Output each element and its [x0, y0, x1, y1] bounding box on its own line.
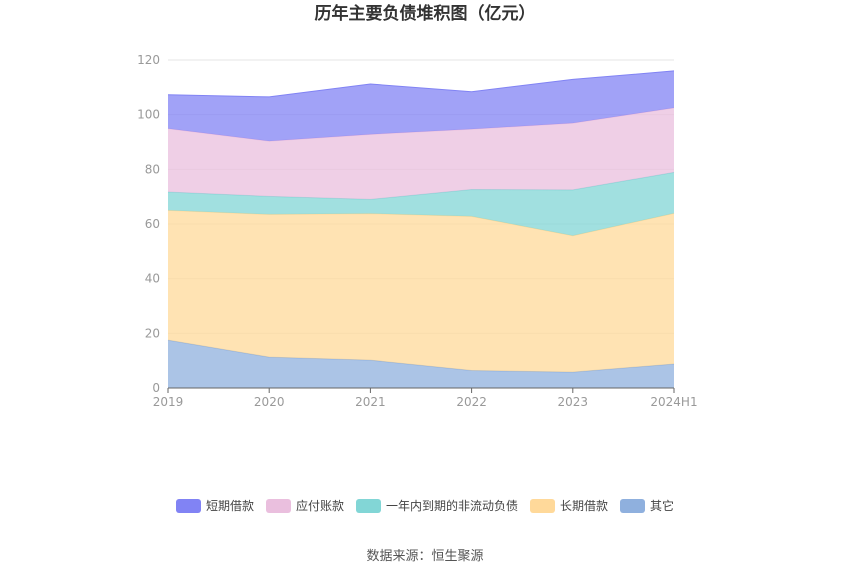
axes: 2019 2020 2021 2022 2023 2024H1 0 20 40 60 80 100 12…: [137, 53, 698, 409]
area-series: [167, 70, 675, 388]
x-tick-label: 2020: [254, 395, 285, 409]
y-tick-label: 120: [137, 53, 160, 67]
chart-title: 历年主要负债堆积图（亿元）: [315, 3, 536, 24]
y-tick-label: 80: [145, 162, 160, 176]
y-tick-label: 0: [152, 381, 160, 395]
legend-swatch: [266, 499, 291, 513]
area-0: [168, 340, 674, 388]
legend-label: 其它: [650, 498, 674, 513]
legend: 短期借款 应付账款 一年内到期的非流动负债 长期借款 其它: [176, 498, 674, 513]
legend-item[interactable]: 长期借款: [530, 499, 608, 513]
x-tick-label: 2021: [355, 395, 386, 409]
legend-swatch: [530, 499, 555, 513]
legend-swatch: [176, 499, 201, 513]
y-tick-label: 20: [145, 326, 160, 340]
y-tick-label: 40: [145, 272, 160, 286]
area-3: [168, 107, 674, 200]
area-2: [168, 172, 674, 236]
y-tick-label: 100: [137, 108, 160, 122]
legend-item[interactable]: 短期借款: [176, 499, 254, 513]
x-tick-label: 2019: [153, 395, 184, 409]
x-tick-label: 2023: [558, 395, 589, 409]
x-tick-label: 2024H1: [650, 395, 697, 409]
legend-item[interactable]: 其它: [620, 498, 674, 513]
legend-swatch: [620, 499, 645, 513]
source-note: 数据来源：恒生聚源: [366, 549, 483, 564]
area-4: [168, 70, 674, 142]
legend-label: 一年内到期的非流动负债: [386, 498, 518, 513]
area-line-4: [167, 70, 675, 98]
legend-swatch: [356, 499, 381, 513]
legend-item[interactable]: 一年内到期的非流动负债: [356, 498, 518, 513]
legend-label: 长期借款: [560, 499, 608, 513]
x-tick-label: 2022: [456, 395, 487, 409]
area-1: [168, 210, 674, 373]
legend-label: 应付账款: [296, 498, 344, 513]
legend-item[interactable]: 应付账款: [266, 498, 344, 513]
y-tick-label: 60: [145, 217, 160, 231]
legend-label: 短期借款: [206, 499, 254, 513]
